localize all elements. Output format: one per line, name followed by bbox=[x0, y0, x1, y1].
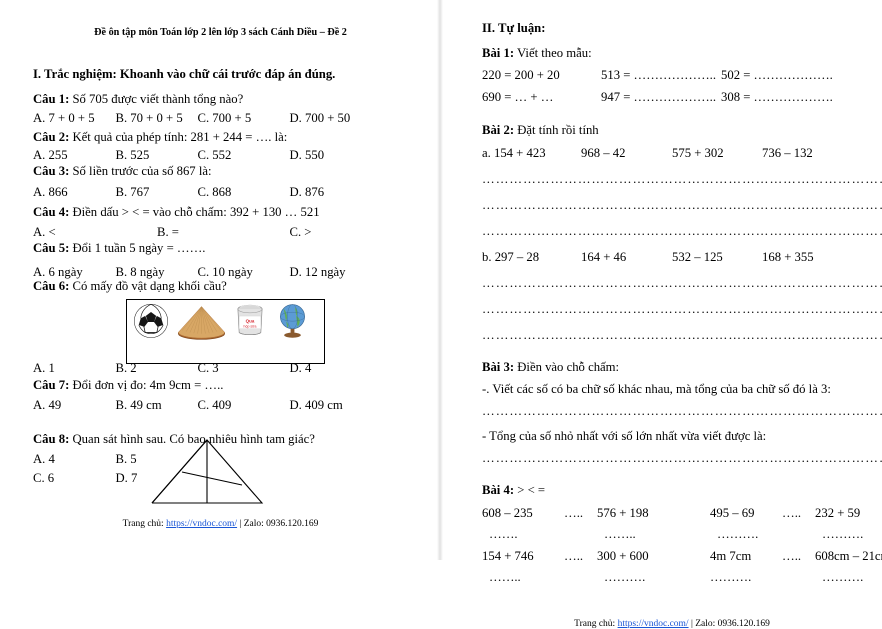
svg-text:hộp sữa: hộp sữa bbox=[244, 324, 257, 328]
svg-text:Qua: Qua bbox=[246, 318, 255, 323]
